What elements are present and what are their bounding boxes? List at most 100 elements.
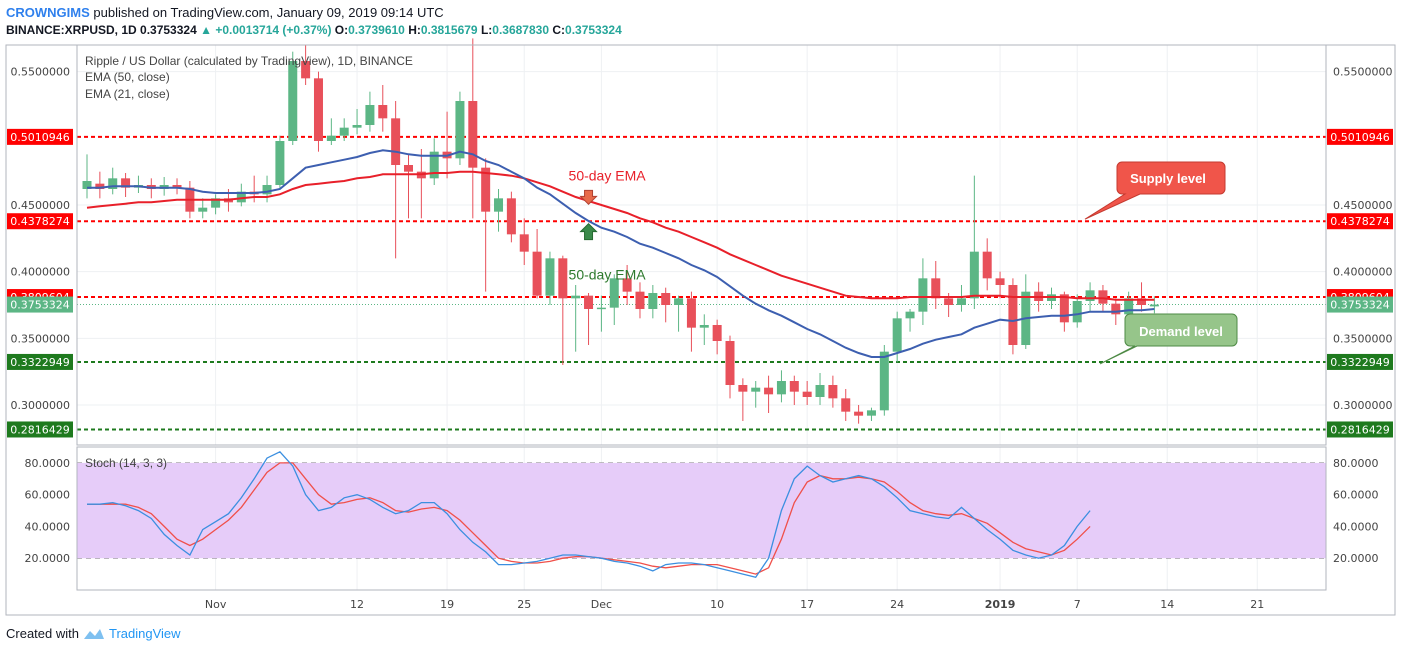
candle-body bbox=[339, 127, 349, 136]
demand-callout-box bbox=[1099, 313, 1238, 365]
candle-body bbox=[172, 185, 182, 188]
candle bbox=[442, 111, 452, 179]
candle-body bbox=[982, 251, 992, 279]
candle-body bbox=[1124, 298, 1134, 315]
x-tick-label: 25 bbox=[517, 598, 531, 611]
candle-body bbox=[1085, 290, 1095, 301]
candle-body bbox=[1008, 285, 1018, 345]
price-level-badge-right bbox=[1327, 213, 1393, 230]
candle-body bbox=[1149, 304, 1159, 307]
x-tick-label: 10 bbox=[710, 598, 724, 611]
candle bbox=[429, 138, 439, 185]
candle bbox=[172, 178, 182, 195]
tradingview-brand-link[interactable]: TradingView bbox=[108, 626, 181, 641]
pane-frame bbox=[5, 44, 1396, 616]
candle-body bbox=[519, 234, 529, 252]
candle-body bbox=[198, 207, 208, 212]
x-tick-label: 12 bbox=[350, 598, 364, 611]
candle-body bbox=[365, 105, 375, 125]
candle bbox=[982, 238, 992, 291]
price-level-label-left: 0.5010946 bbox=[10, 131, 70, 144]
last-price-badge-left bbox=[7, 296, 73, 313]
candle bbox=[969, 175, 979, 309]
candle bbox=[802, 381, 812, 405]
symbol-label: BINANCE:XRPUSD, 1D bbox=[6, 23, 137, 37]
candle-body bbox=[468, 101, 478, 168]
candle bbox=[404, 154, 413, 219]
candle-body bbox=[82, 181, 92, 189]
candle-body bbox=[1098, 290, 1108, 304]
candle bbox=[661, 287, 671, 323]
price-level-badge-left bbox=[7, 213, 73, 230]
candle-body bbox=[789, 381, 799, 392]
candle-body bbox=[301, 61, 311, 79]
candle bbox=[1021, 274, 1031, 349]
candle bbox=[1008, 278, 1018, 355]
candle bbox=[481, 158, 491, 292]
x-tick-label: 21 bbox=[1250, 598, 1264, 611]
candle bbox=[391, 101, 401, 259]
x-tick-label: 17 bbox=[800, 598, 814, 611]
candle-body bbox=[429, 151, 439, 179]
price-level-badge-left bbox=[7, 128, 73, 145]
annotations: 50-day EMA 50-day EMA Supply level Demand l… bbox=[569, 161, 1238, 365]
author-link[interactable]: CROWNGIMS bbox=[6, 5, 90, 20]
candle bbox=[133, 175, 143, 193]
main-pane-border bbox=[76, 44, 1327, 446]
candle bbox=[648, 285, 658, 319]
candle-body bbox=[95, 183, 105, 189]
stoch-tick-right: 20.0000 bbox=[1333, 552, 1379, 565]
price-level-badge-left bbox=[7, 421, 73, 438]
price-levels bbox=[77, 135, 1326, 431]
candle bbox=[751, 381, 761, 408]
stoch-tick-left: 80.0000 bbox=[25, 457, 71, 470]
candle bbox=[674, 295, 684, 332]
candle bbox=[82, 154, 92, 199]
price-level-label-left: 0.4378274 bbox=[10, 215, 70, 228]
stoch-tick-left: 40.0000 bbox=[25, 520, 71, 533]
y-tick-left: 0.3000000 bbox=[11, 399, 71, 412]
candle bbox=[764, 375, 774, 413]
candle-body bbox=[764, 387, 774, 395]
candle-body bbox=[699, 325, 709, 328]
last-price-label-left: 0.3753324 bbox=[10, 299, 70, 312]
candles[interactable] bbox=[82, 38, 1159, 424]
candle bbox=[995, 271, 1005, 299]
candle bbox=[1059, 291, 1069, 332]
stoch-tick-left: 20.0000 bbox=[25, 552, 71, 565]
candle-body bbox=[391, 118, 401, 165]
candle-body bbox=[545, 258, 555, 296]
candle bbox=[1072, 294, 1082, 328]
price-level-label-right: 0.2816429 bbox=[1330, 423, 1390, 436]
supply-callout-box bbox=[1084, 161, 1226, 220]
ema50-legend: EMA (50, close) bbox=[85, 70, 170, 84]
created-with-text: Created with bbox=[6, 626, 79, 641]
price-level-label-left: 0.3322949 bbox=[10, 356, 70, 369]
chart-title: Ripple / US Dollar (calculated by Tradin… bbox=[85, 54, 413, 68]
candle bbox=[609, 274, 619, 325]
open-value: 0.3739610 bbox=[348, 23, 405, 37]
ohlc-readout: BINANCE:XRPUSD, 1D 0.3753324 ▲ +0.001371… bbox=[6, 23, 622, 37]
candle bbox=[789, 375, 799, 405]
candle bbox=[635, 282, 645, 319]
candle-body bbox=[404, 165, 413, 172]
candle-body bbox=[481, 167, 491, 212]
axes: 0.5500000 0.5500000 0.4500000 0.4500000 0.40… bbox=[7, 66, 1393, 611]
candle-body bbox=[648, 293, 658, 309]
candle-body bbox=[326, 135, 336, 141]
candle bbox=[159, 177, 169, 196]
candle-body bbox=[1072, 301, 1082, 323]
last-price: 0.3753324 bbox=[140, 23, 197, 37]
candle-body bbox=[866, 410, 876, 416]
candle-body bbox=[121, 178, 131, 188]
candle bbox=[532, 229, 542, 299]
stoch-tick-left: 60.0000 bbox=[25, 489, 71, 502]
candle bbox=[211, 194, 221, 215]
candle-body bbox=[879, 351, 889, 411]
low-value: 0.3687830 bbox=[492, 23, 550, 37]
candle bbox=[288, 51, 298, 145]
candle bbox=[378, 85, 388, 132]
candle bbox=[1137, 282, 1147, 312]
ema-annotation-label: 50-day EMA bbox=[569, 168, 647, 184]
